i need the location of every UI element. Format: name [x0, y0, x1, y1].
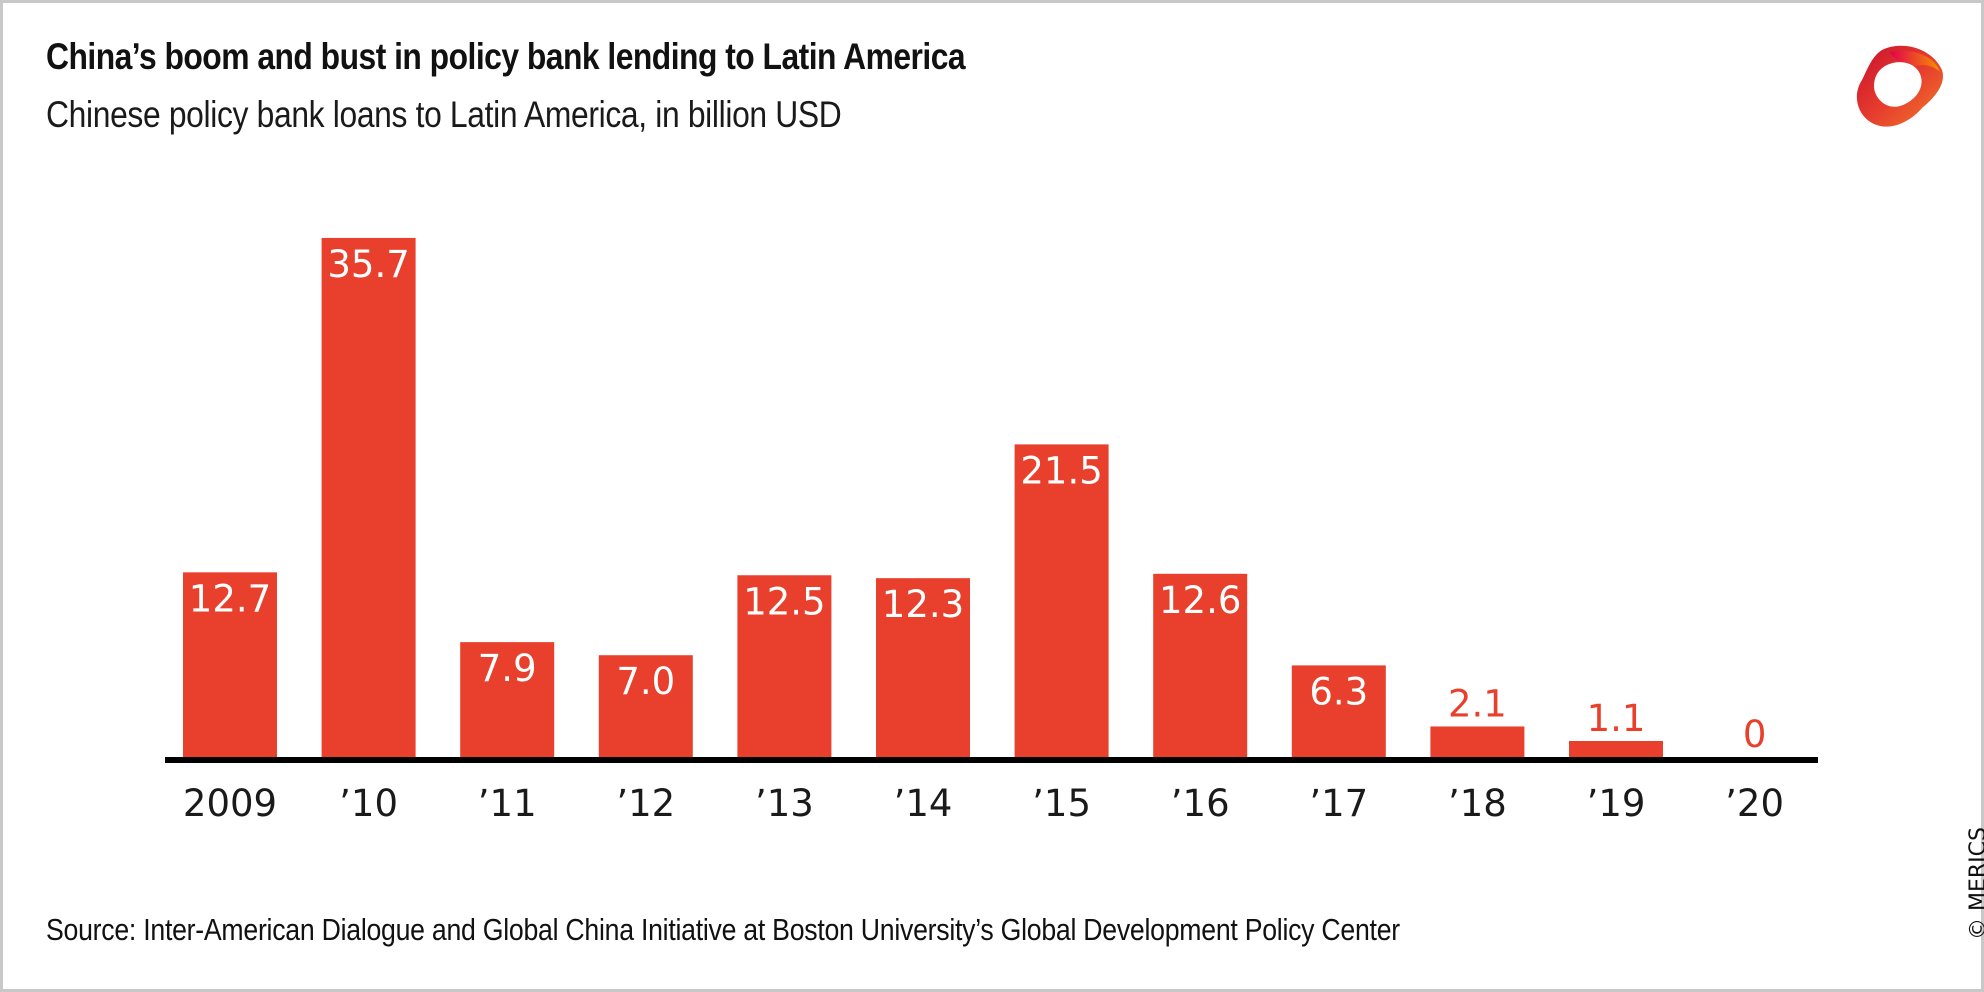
- copyright-label: © MERICS: [1966, 827, 1984, 940]
- data-label-8: 6.3: [1309, 670, 1368, 713]
- data-label-7: 12.6: [1159, 579, 1241, 622]
- data-label-9: 2.1: [1448, 682, 1507, 725]
- x-axis-line: [165, 757, 1818, 763]
- data-label-4: 12.5: [743, 580, 825, 623]
- bar-1: [321, 237, 416, 757]
- bar-0: [183, 572, 277, 757]
- x-tick-label-4: ’13: [755, 782, 814, 825]
- merics-logo-icon: [1856, 45, 1943, 127]
- data-label-11: 0: [1743, 713, 1767, 756]
- bar-4: [737, 575, 832, 757]
- bar-9: [1430, 726, 1525, 757]
- data-label-3: 7.0: [616, 660, 675, 703]
- data-label-1: 35.7: [327, 243, 409, 286]
- data-label-2: 7.9: [478, 647, 537, 690]
- source-note: Source: Inter-American Dialogue and Glob…: [46, 912, 1400, 947]
- x-tick-label-5: ’14: [894, 782, 953, 825]
- chart-subtitle: Chinese policy bank loans to Latin Ameri…: [46, 94, 842, 135]
- chart-title: China’s boom and bust in policy bank len…: [46, 36, 966, 77]
- bar-10: [1569, 741, 1663, 757]
- x-tick-label-3: ’12: [616, 782, 675, 825]
- x-tick-label-6: ’15: [1032, 782, 1091, 825]
- bar-7: [1153, 573, 1248, 757]
- x-tick-label-11: ’20: [1725, 782, 1784, 825]
- data-label-5: 12.3: [882, 583, 964, 626]
- x-tick-label-7: ’16: [1171, 782, 1230, 825]
- x-tick-label-0: 2009: [183, 782, 277, 825]
- bar-chart: 12.7 2009 35.7 ’10 7.9 ’11 7.0 ’12 12.5 ’13 12.3 ’1…: [165, 237, 1818, 825]
- x-tick-label-9: ’18: [1448, 782, 1507, 825]
- bar-8: [1291, 665, 1386, 757]
- data-label-6: 21.5: [1020, 449, 1102, 492]
- bar-5: [876, 578, 970, 757]
- x-tick-label-1: ’10: [339, 782, 398, 825]
- data-label-0: 12.7: [189, 577, 271, 620]
- bar-2: [460, 642, 555, 757]
- x-tick-label-8: ’17: [1309, 782, 1368, 825]
- data-label-10: 1.1: [1587, 697, 1646, 740]
- x-tick-label-2: ’11: [478, 782, 537, 825]
- bar-6: [1014, 444, 1109, 757]
- bar-3: [598, 655, 693, 757]
- x-tick-label-10: ’19: [1587, 782, 1646, 825]
